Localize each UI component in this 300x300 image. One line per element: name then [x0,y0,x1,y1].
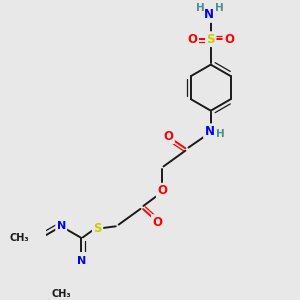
Text: CH₃: CH₃ [51,289,71,299]
Text: N: N [204,8,214,21]
Text: O: O [188,33,198,46]
Text: N: N [205,125,214,138]
Text: O: O [152,216,163,229]
Text: N: N [76,256,86,266]
Text: O: O [157,184,167,197]
Text: H: H [216,129,224,139]
Text: H: H [196,3,205,13]
Text: O: O [164,130,173,142]
Text: N: N [57,221,66,231]
Text: S: S [206,33,215,46]
Text: CH₃: CH₃ [10,233,29,243]
Text: S: S [93,222,102,235]
Text: H: H [215,3,224,13]
Text: O: O [224,33,234,46]
